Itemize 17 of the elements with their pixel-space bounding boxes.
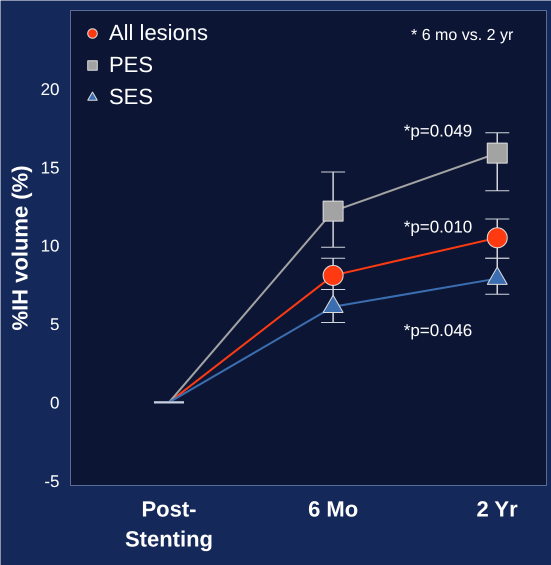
y-axis-title: %IH volume (%)	[8, 165, 33, 331]
y-tick-label: 5	[50, 315, 60, 334]
x-tick-label: Post-Stenting	[124, 496, 213, 552]
annotation: *p=0.010	[404, 217, 472, 236]
y-tick-label: 15	[40, 158, 60, 178]
legend-label: SES	[109, 84, 154, 110]
legend-label: All lesions	[109, 20, 208, 46]
y-tick-label: -5	[44, 472, 60, 491]
annotation: *p=0.046	[404, 320, 472, 340]
y-tick-label: 20	[40, 80, 60, 99]
x-tick-label: 6 Mo	[308, 496, 358, 522]
y-tick-label: 0	[50, 393, 60, 412]
legend-label: PES	[109, 52, 154, 78]
annotation: *p=0.049	[404, 122, 472, 141]
y-tick-label: 10	[40, 236, 60, 256]
annotation: * 6 mo vs. 2 yr	[411, 27, 514, 44]
x-tick-label: 2 Yr	[476, 496, 518, 522]
